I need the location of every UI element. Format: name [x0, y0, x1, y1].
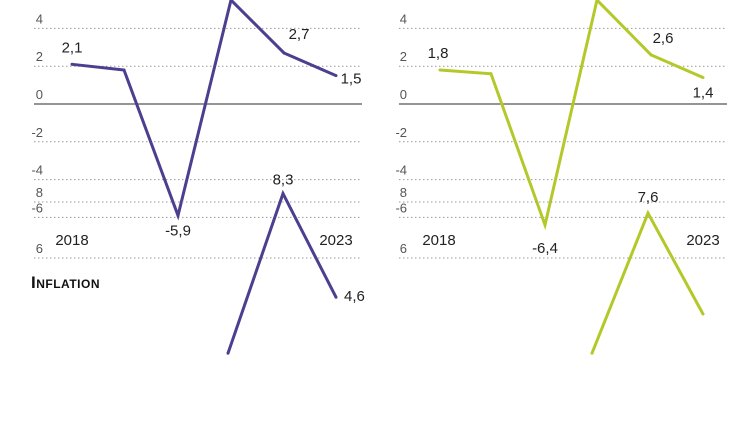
data-point	[229, 0, 233, 2]
y-tick-label: 2	[36, 49, 43, 64]
data-label: 2,6	[653, 30, 674, 47]
series-line	[71, 0, 337, 221]
y-tick-label: 2	[400, 49, 407, 64]
data-label: 8,3	[273, 172, 294, 189]
inflation-chart-left: 8 6 8,3 4,6	[34, 172, 365, 355]
y-tick-label: 4	[36, 11, 43, 26]
y-tick-label: -2	[31, 125, 43, 140]
data-label: -6,4	[532, 240, 558, 257]
data-point	[590, 351, 594, 355]
data-point	[701, 312, 705, 316]
data-point	[649, 53, 653, 57]
data-point	[282, 51, 286, 55]
data-point	[489, 72, 493, 76]
y-tick-label: 8	[36, 185, 43, 200]
data-point	[646, 211, 650, 215]
data-label: 7,6	[638, 189, 659, 206]
data-point	[176, 214, 180, 218]
gdp-chart-right: 4 2 0 -2 -4 -6 2018 2023 1,8 -6,4 2,6 1,4	[395, 0, 727, 257]
inflation-section-title: Inflation	[31, 273, 100, 292]
gdp-chart-left: 4 2 0 -2 -4 -6 2018 2023 2,1 -5,9 2,7 1,5	[31, 0, 362, 249]
data-label: 1,4	[693, 85, 714, 102]
y-tick-label: -6	[31, 200, 43, 215]
y-tick-label: 8	[400, 185, 407, 200]
data-point	[226, 351, 230, 355]
y-tick-label: -4	[395, 163, 407, 178]
data-label: 1,5	[341, 71, 362, 88]
y-tick-label: -4	[31, 163, 43, 178]
data-label: 2,7	[289, 26, 310, 43]
data-point	[334, 74, 338, 78]
data-point	[281, 192, 285, 196]
data-label: 4,6	[344, 288, 365, 305]
x-tick-label: 2018	[55, 232, 88, 249]
series-line	[439, 0, 704, 231]
y-tick-label: 6	[400, 241, 407, 256]
x-tick-label: 2023	[319, 232, 352, 249]
inflation-chart-right: 867,6	[399, 185, 727, 355]
y-tick-label: -6	[395, 200, 407, 215]
data-label: 2,1	[62, 39, 83, 56]
data-point	[595, 0, 599, 2]
y-tick-label: -2	[395, 125, 407, 140]
data-point	[701, 76, 705, 80]
data-point	[543, 223, 547, 227]
data-point	[70, 62, 74, 66]
x-tick-label: 2018	[422, 232, 455, 249]
y-tick-label: 0	[400, 87, 407, 102]
data-label: 1,8	[428, 45, 449, 62]
data-point	[122, 68, 126, 72]
data-point	[438, 68, 442, 72]
y-tick-label: 4	[400, 11, 407, 26]
data-label: -5,9	[165, 223, 191, 240]
y-tick-label: 6	[36, 241, 43, 256]
data-point	[334, 295, 338, 299]
y-tick-label: 0	[36, 87, 43, 102]
x-tick-label: 2023	[686, 232, 719, 249]
